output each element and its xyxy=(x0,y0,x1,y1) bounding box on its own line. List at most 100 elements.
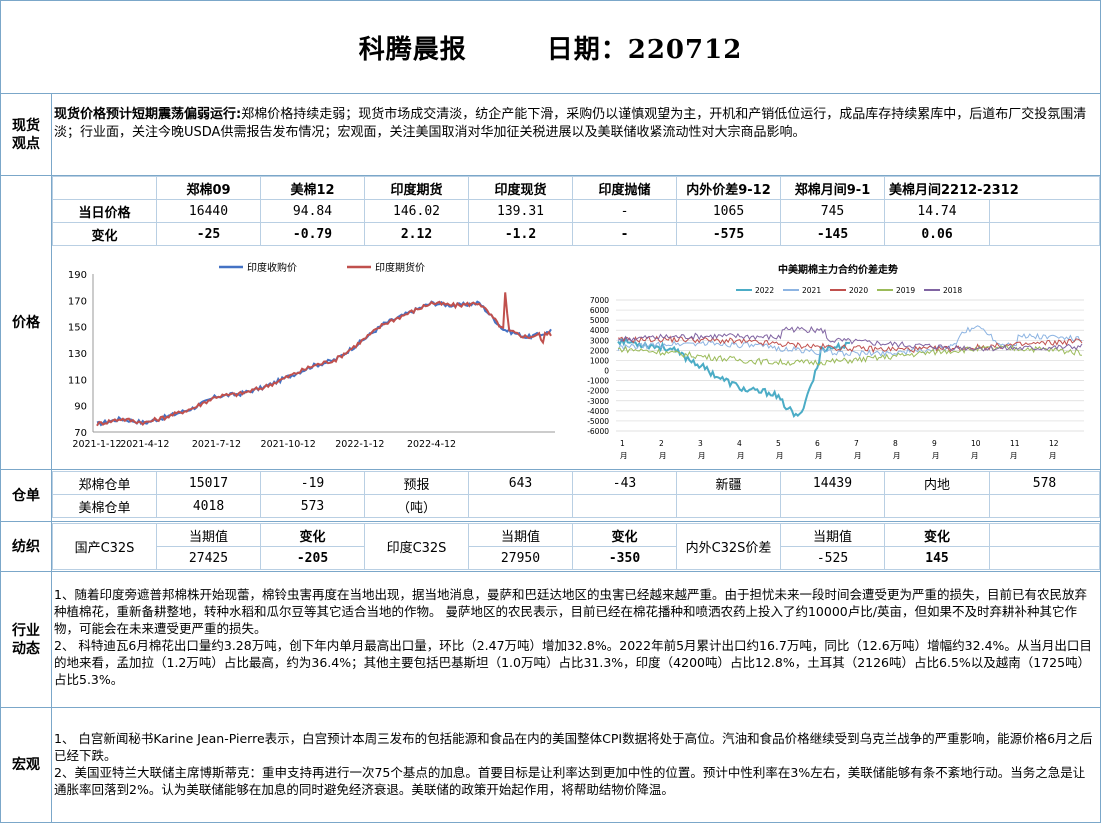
y-tick-label: 90 xyxy=(74,402,87,413)
section-label-price: 价格 xyxy=(1,176,52,469)
series-line-2019 xyxy=(617,344,1083,366)
svg-text:月: 月 xyxy=(776,451,784,460)
y-tick-label: 3000 xyxy=(590,336,609,345)
svg-text:月: 月 xyxy=(659,451,667,460)
macro-item-1: 1、 白宫新闻秘书Karine Jean-Pierre表示，白宫预计本周三发布的… xyxy=(54,731,1093,763)
price-cell: 146.02 xyxy=(364,199,469,223)
x-tick-label: 2022-1-12 xyxy=(335,439,384,450)
warehouse-cell: 4018 xyxy=(156,494,261,518)
svg-text:5: 5 xyxy=(776,439,781,448)
textile-label: 内外C32S价差 xyxy=(676,523,781,570)
svg-text:9: 9 xyxy=(932,439,937,448)
spread-chart: 中美期棉主力合约价差走势 2022 2021 2020 2019 2018 -6000-… xyxy=(587,263,1084,460)
textile-row-2: 27425 -205 27950 -350 -525 145 xyxy=(53,546,1100,570)
price-header: 内外价差9-12 xyxy=(676,176,781,200)
textile-row-1: 国产C32S 当期值 变化 印度C32S 当期值 变化 内外C32S价差 当期值… xyxy=(52,523,1100,570)
price-header: 印度期货 xyxy=(364,176,469,200)
y-tick-label: 7000 xyxy=(590,296,609,305)
textile-header: 当期值 xyxy=(468,523,573,547)
warehouse-cell: 郑棉仓单 xyxy=(52,471,157,495)
industry-section: 行业动态 1、随着印度旁遮普邦棉株开始现蕾，棉铃虫害再度在当地出现，据当地消息，… xyxy=(1,572,1100,708)
svg-text:10: 10 xyxy=(971,439,981,448)
price-header: 美棉月间2212-2312 xyxy=(883,176,1101,200)
price-cell: 16440 xyxy=(156,199,261,223)
x-tick-label: 8月 xyxy=(893,439,901,460)
x-tick-label: 12 月 xyxy=(1049,439,1059,460)
change-cell: -575 xyxy=(676,222,781,246)
section-label-industry: 行业动态 xyxy=(1,572,52,707)
warehouse-cell: （吨） xyxy=(364,494,469,518)
spot-text: 郑棉价格持续走弱；现货市场成交清淡，纺企产能下滑，采购仍以谨慎观望为主，开机和产… xyxy=(54,107,1087,140)
warehouse-cell: 643 xyxy=(468,471,573,495)
y-tick-label: 6000 xyxy=(590,306,609,315)
svg-text:月: 月 xyxy=(698,451,706,460)
svg-text:2: 2 xyxy=(659,439,664,448)
svg-text:月: 月 xyxy=(815,451,823,460)
y-tick-label: 150 xyxy=(68,323,87,334)
textile-change: -350 xyxy=(572,546,677,570)
legend-label: 2020 xyxy=(849,286,868,295)
price-header: 郑棉月间9-1 xyxy=(780,176,885,200)
y-tick-label: 5000 xyxy=(590,316,609,325)
x-tick-label: 2021-7-12 xyxy=(192,439,241,450)
textile-header: 当期值 xyxy=(156,523,261,547)
svg-text:月: 月 xyxy=(854,451,862,460)
change-cell: 2.12 xyxy=(364,222,469,246)
y-tick-label: 110 xyxy=(68,375,87,386)
x-tick-label: 2月 xyxy=(659,439,667,460)
spot-section: 现货观点 现货价格预计短期震荡偏弱运行:郑棉价格持续走弱；现货市场成交清淡，纺企… xyxy=(1,94,1100,176)
x-tick-label: 4月 xyxy=(737,439,745,460)
price-cell: 14.74 xyxy=(884,199,990,223)
y-tick-label: 0 xyxy=(604,367,609,376)
y-tick-label: -1000 xyxy=(587,377,609,386)
x-tick-label: 6月 xyxy=(815,439,823,460)
textile-header: 变化 xyxy=(572,523,677,547)
change-cell: -0.79 xyxy=(260,222,365,246)
spot-paragraph: 现货价格预计短期震荡偏弱运行:郑棉价格持续走弱；现货市场成交清淡，纺企产能下滑，… xyxy=(54,106,1094,142)
price-header: 印度现货 xyxy=(468,176,573,200)
series-line-2018 xyxy=(617,325,1083,352)
industry-paragraphs: 1、随着印度旁遮普邦棉株开始现蕾，棉铃虫害再度在当地出现，据当地消息，曼萨和巴廷… xyxy=(54,586,1094,688)
y-tick-label: 70 xyxy=(74,428,87,439)
warehouse-cell: 578 xyxy=(989,471,1100,495)
x-tick-label: 2022-4-12 xyxy=(407,439,456,450)
series-line-印度收购价 xyxy=(96,300,552,427)
legend-label: 2018 xyxy=(943,286,962,295)
warehouse-cell: 美棉仓单 xyxy=(52,494,157,518)
svg-text:4: 4 xyxy=(737,439,742,448)
price-cell: 94.84 xyxy=(260,199,365,223)
legend-label: 2022 xyxy=(755,286,774,295)
warehouse-cell: 573 xyxy=(260,494,365,518)
industry-item-1: 1、随着印度旁遮普邦棉株开始现蕾，棉铃虫害再度在当地出现，据当地消息，曼萨和巴廷… xyxy=(54,587,1087,636)
y-tick-label: 2000 xyxy=(590,346,609,355)
warehouse-cell: 预报 xyxy=(364,471,469,495)
y-tick-label: 4000 xyxy=(590,326,609,335)
svg-text:月: 月 xyxy=(971,451,979,460)
price-header: 郑棉09 xyxy=(156,176,261,200)
x-tick-label: 2021-10-12 xyxy=(261,439,316,450)
svg-text:7: 7 xyxy=(854,439,859,448)
svg-text:8: 8 xyxy=(893,439,898,448)
y-tick-label: 1000 xyxy=(590,356,609,365)
warehouse-cell: 内地 xyxy=(884,471,990,495)
legend-label: 2021 xyxy=(802,286,821,295)
warehouse-cell: 14439 xyxy=(780,471,885,495)
svg-text:月: 月 xyxy=(737,451,745,460)
svg-text:11: 11 xyxy=(1010,439,1020,448)
warehouse-cell: -19 xyxy=(260,471,365,495)
title-row: 科腾晨报 日期：220712 xyxy=(1,1,1100,94)
india-price-chart: 印度收购价 印度期货价 70901101301501701902021-1-122… xyxy=(68,261,555,450)
y-tick-label: -2000 xyxy=(587,387,609,396)
price-table: 郑棉09 美棉12 印度期货 印度现货 印度抛储 内外价差9-12 郑棉月间9-… xyxy=(52,176,1101,246)
series-line-印度期货价 xyxy=(96,292,552,427)
price-cell: 745 xyxy=(780,199,885,223)
change-cell: -145 xyxy=(780,222,885,246)
svg-text:1: 1 xyxy=(620,439,625,448)
page-title: 科腾晨报 日期：220712 xyxy=(1,1,1100,93)
warehouse-row-1: 郑棉仓单 15017 -19 预报 643 -43 新疆 14439 内地 57… xyxy=(52,471,1100,495)
price-header: 印度抛储 xyxy=(572,176,677,200)
price-cell: - xyxy=(572,199,677,223)
textile-value: 27425 xyxy=(156,546,261,570)
chart-title: 中美期棉主力合约价差走势 xyxy=(778,263,898,276)
